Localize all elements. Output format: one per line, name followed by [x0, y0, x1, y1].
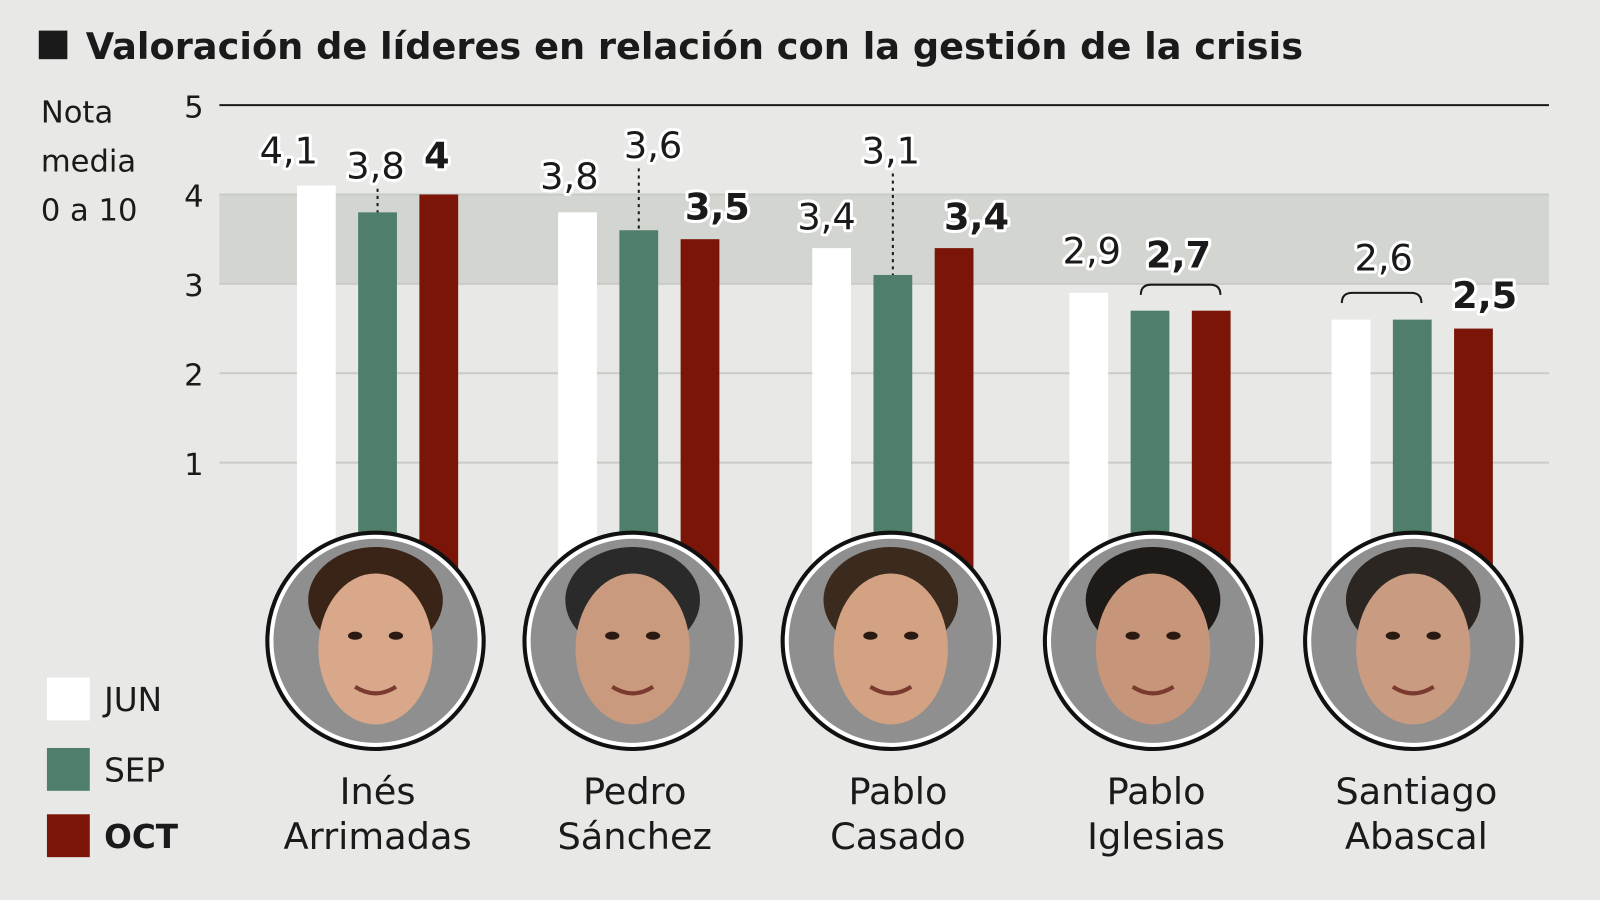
category-name-1-line-2: Sánchez [557, 815, 711, 858]
y-axis-label-line-1: Nota [41, 95, 113, 130]
chart-title: Valoración de líderes en relación con la… [86, 25, 1303, 68]
photo-face-1 [575, 573, 690, 725]
y-axis-label-line-3: 0 a 10 [41, 193, 138, 228]
bar-oct-1 [680, 239, 720, 593]
category-name-3-line-2: Iglesias [1087, 815, 1225, 858]
data-label-oct-4: 2,5 [1452, 274, 1517, 317]
photo-eye-right-3 [1166, 631, 1181, 640]
data-label-jun-2: 3,4 [797, 196, 855, 239]
photo-eye-left-4 [1385, 631, 1400, 640]
category-name-4-line-1: Santiago [1335, 770, 1497, 813]
y-tick-2: 2 [184, 359, 203, 394]
category-name-2-line-2: Casado [830, 815, 966, 858]
photo-mouth-0 [353, 684, 398, 696]
data-label-sep-4: 2,6 [1354, 236, 1412, 279]
photo-eye-left-2 [863, 631, 878, 640]
bar-oct-2 [934, 248, 974, 593]
photo-face-4 [1356, 573, 1471, 725]
data-label-sep-0: 3,8 [346, 145, 404, 188]
data-label-oct-2: 3,4 [944, 196, 1009, 239]
y-tick-3: 3 [184, 269, 203, 304]
legend-swatch-sep [46, 747, 90, 791]
y-tick-5: 5 [184, 90, 203, 125]
bar-jun-0 [296, 185, 336, 593]
photo-eye-left-1 [605, 631, 620, 640]
photo-face-3 [1095, 573, 1211, 725]
category-name-0-line-1: Inés [340, 770, 416, 813]
category-name-1-line-1: Pedro [583, 770, 687, 813]
y-tick-4: 4 [184, 180, 203, 215]
photo-mouth-4 [1391, 684, 1435, 696]
data-label-jun-0: 4,1 [260, 129, 318, 172]
y-tick-1: 1 [184, 448, 203, 483]
legend-label-jun: JUN [102, 681, 162, 719]
data-label-oct-3: 2,7 [1146, 233, 1211, 276]
bar-jun-2 [812, 248, 852, 593]
photo-mouth-3 [1131, 684, 1175, 696]
photo-eye-left-0 [347, 631, 363, 640]
photo-mouth-2 [869, 684, 913, 696]
bar-jun-3 [1069, 292, 1109, 593]
shaded-band [219, 194, 1549, 284]
data-label-oct-0: 4 [424, 134, 450, 177]
photo-eye-right-4 [1426, 631, 1441, 640]
category-name-3-line-1: Pablo [1107, 770, 1206, 813]
bar-sep-0 [358, 212, 397, 593]
category-name-4-line-2: Abascal [1345, 815, 1488, 858]
photo-eye-right-0 [388, 631, 404, 640]
bracket-iglesias [1139, 283, 1222, 295]
photo-mouth-1 [611, 684, 655, 696]
data-label-oct-1: 3,5 [685, 185, 750, 228]
legend-swatch-jun [46, 677, 90, 721]
legend-swatch-oct [46, 814, 90, 858]
y-axis-label-line-2: media [41, 144, 136, 179]
data-label-jun-1: 3,8 [540, 155, 598, 198]
bracket-abascal [1340, 291, 1423, 304]
photo-face-0 [318, 573, 433, 725]
legend-label-oct: OCT [104, 818, 179, 856]
photo-eye-left-3 [1125, 631, 1140, 640]
data-label-sep-2: 3,1 [862, 129, 920, 172]
legend-label-sep: SEP [104, 752, 165, 790]
category-name-2-line-1: Pablo [848, 770, 947, 813]
photo-eye-right-1 [645, 631, 661, 640]
photo-eye-right-2 [904, 631, 919, 640]
bar-jun-1 [558, 212, 597, 593]
data-label-jun-3: 2,9 [1063, 229, 1121, 272]
category-name-0-line-2: Arrimadas [284, 815, 472, 858]
photo-face-2 [833, 573, 948, 725]
bar-oct-0 [419, 194, 459, 593]
title-marker [38, 30, 68, 60]
data-label-sep-1: 3,6 [624, 124, 682, 167]
